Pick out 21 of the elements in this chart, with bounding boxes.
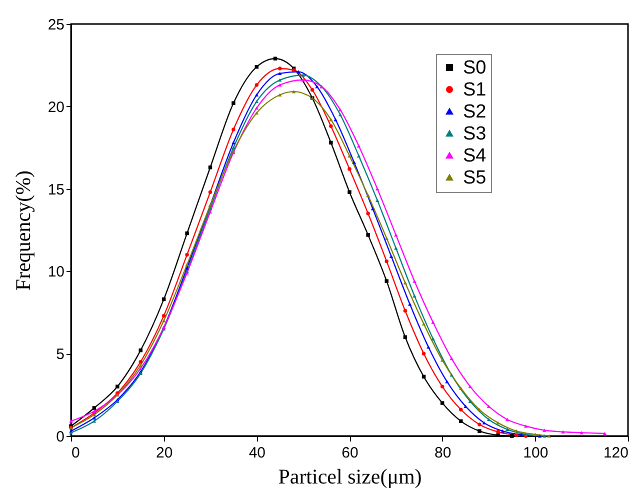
legend-label: S5	[463, 168, 486, 188]
x-tick-label: 40	[248, 444, 266, 462]
x-axis-title: Particel size(μm)	[278, 464, 422, 488]
x-tick-label: 20	[156, 444, 173, 462]
legend-label: S0	[463, 58, 486, 78]
y-tick-label: 20	[48, 98, 64, 116]
legend-label: S2	[463, 102, 486, 122]
y-axis-title: Frequency(%)	[10, 170, 35, 291]
x-tick-label: 120	[603, 444, 628, 462]
legend-label: S3	[463, 124, 486, 144]
y-tick-label: 15	[48, 181, 64, 198]
x-tick-label: 0	[72, 444, 80, 462]
y-tick-label: 5	[56, 346, 64, 364]
y-tick-label: 0	[56, 428, 64, 446]
x-tick-label: 100	[523, 444, 548, 462]
y-tick-label: 25	[48, 16, 64, 34]
x-tick-label: 60	[342, 444, 358, 462]
y-tick-label: 10	[48, 264, 64, 281]
legend-label: S4	[463, 146, 487, 166]
x-tick-label: 80	[434, 444, 452, 462]
legend-label: S1	[463, 80, 486, 100]
